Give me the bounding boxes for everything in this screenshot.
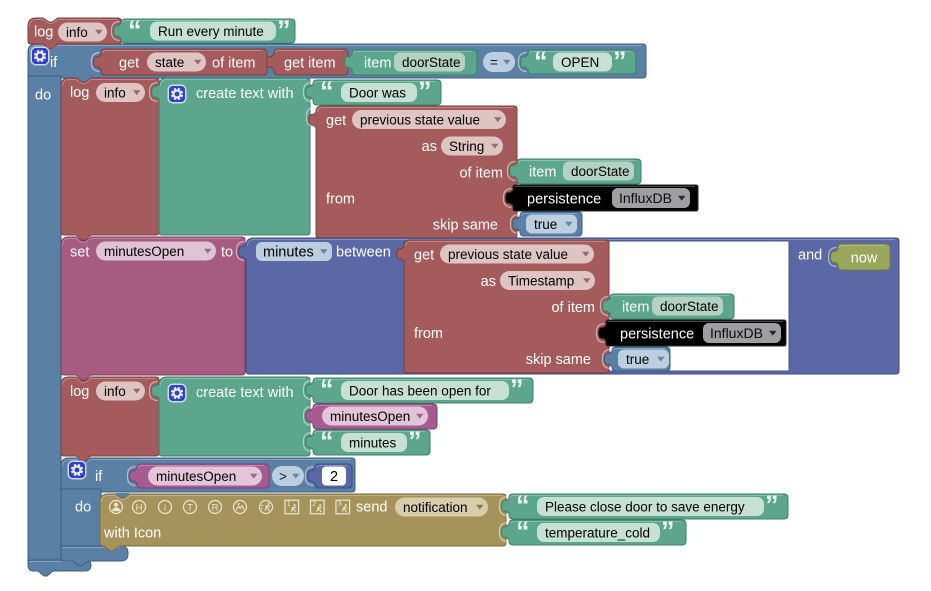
svg-text:log: log bbox=[70, 384, 89, 400]
svg-text:previous state value: previous state value bbox=[360, 112, 480, 127]
svg-text:item: item bbox=[364, 56, 391, 72]
svg-text:previous state value: previous state value bbox=[448, 247, 568, 262]
svg-text:from: from bbox=[326, 192, 355, 208]
svg-text:if: if bbox=[50, 55, 58, 71]
svg-text:get: get bbox=[414, 248, 434, 264]
svg-text:do: do bbox=[75, 500, 91, 516]
svg-text:notification: notification bbox=[403, 500, 468, 515]
svg-text:”: ” bbox=[765, 490, 779, 520]
svg-text:”: ” bbox=[418, 76, 432, 106]
svg-text:InfluxDB: InfluxDB bbox=[619, 190, 672, 206]
svg-text:now: now bbox=[851, 251, 878, 267]
svg-text:create text with: create text with bbox=[196, 86, 294, 102]
svg-text:”: ” bbox=[408, 426, 422, 456]
svg-text:3: 3 bbox=[338, 501, 342, 508]
svg-text:as: as bbox=[422, 139, 437, 155]
svg-text:from: from bbox=[414, 326, 443, 342]
svg-text:get item: get item bbox=[284, 56, 336, 72]
svg-text:Timestamp: Timestamp bbox=[508, 273, 574, 288]
svg-text:OPEN: OPEN bbox=[561, 55, 599, 70]
svg-text:=: = bbox=[490, 55, 498, 70]
svg-text:of item: of item bbox=[459, 166, 503, 182]
svg-text:persistence: persistence bbox=[620, 327, 694, 343]
svg-text:get: get bbox=[326, 113, 346, 129]
svg-text:H: H bbox=[136, 503, 143, 514]
svg-text:doorState: doorState bbox=[660, 299, 719, 314]
svg-text:”: ” bbox=[277, 15, 291, 45]
svg-text:of item: of item bbox=[212, 56, 256, 72]
svg-text:”: ” bbox=[661, 516, 675, 546]
svg-text:do: do bbox=[35, 88, 51, 104]
svg-text:persistence: persistence bbox=[527, 192, 601, 208]
svg-text:2: 2 bbox=[330, 469, 338, 485]
svg-text:R: R bbox=[212, 503, 219, 514]
svg-text:true: true bbox=[534, 217, 557, 232]
svg-text:Door has been open for: Door has been open for bbox=[349, 383, 491, 398]
svg-text:item: item bbox=[622, 300, 649, 316]
svg-text:between: between bbox=[336, 245, 391, 261]
svg-text:“: “ bbox=[516, 516, 530, 546]
svg-text:send: send bbox=[356, 500, 387, 516]
svg-text:skip same: skip same bbox=[526, 352, 591, 368]
svg-text:log: log bbox=[70, 85, 89, 101]
svg-text:with Icon: with Icon bbox=[103, 526, 161, 542]
svg-text:2: 2 bbox=[312, 501, 316, 508]
svg-text:of item: of item bbox=[551, 300, 595, 316]
svg-text:info: info bbox=[104, 85, 126, 100]
svg-text:and: and bbox=[798, 248, 822, 264]
svg-text:minutesOpen: minutesOpen bbox=[330, 409, 410, 424]
svg-text:minutesOpen: minutesOpen bbox=[156, 469, 236, 484]
svg-text:to: to bbox=[221, 245, 233, 261]
svg-text:>: > bbox=[279, 469, 287, 484]
svg-text:minutes: minutes bbox=[263, 244, 314, 260]
svg-text:“: “ bbox=[534, 46, 548, 76]
svg-text:Door was: Door was bbox=[349, 85, 406, 100]
svg-text:as: as bbox=[481, 274, 496, 290]
svg-text:if: if bbox=[95, 469, 103, 485]
svg-text:skip same: skip same bbox=[433, 218, 498, 234]
svg-text:log: log bbox=[34, 25, 53, 41]
svg-text:minutes: minutes bbox=[349, 435, 397, 450]
svg-text:true: true bbox=[626, 352, 649, 367]
svg-text:“: “ bbox=[128, 15, 142, 45]
svg-text:1: 1 bbox=[287, 501, 291, 508]
svg-text:InfluxDB: InfluxDB bbox=[710, 325, 763, 341]
svg-text:“: “ bbox=[320, 426, 334, 456]
svg-text:temperature_cold: temperature_cold bbox=[545, 525, 650, 540]
svg-text:info: info bbox=[104, 384, 126, 399]
svg-text:minutesOpen: minutesOpen bbox=[104, 244, 184, 259]
svg-text:item: item bbox=[529, 165, 556, 181]
svg-text:“: “ bbox=[516, 490, 530, 520]
svg-text:Run every minute: Run every minute bbox=[158, 24, 264, 39]
svg-text:“: “ bbox=[320, 374, 334, 404]
svg-text:i: i bbox=[164, 503, 166, 514]
svg-text:String: String bbox=[449, 139, 484, 154]
svg-text:Please close door to save ener: Please close door to save energy bbox=[545, 499, 745, 514]
svg-text:set: set bbox=[70, 245, 89, 261]
svg-text:state: state bbox=[155, 55, 184, 70]
svg-text:get: get bbox=[119, 56, 139, 72]
svg-text:doorState: doorState bbox=[402, 55, 461, 70]
svg-text:”: ” bbox=[613, 46, 627, 76]
svg-text:”: ” bbox=[510, 374, 524, 404]
svg-text:info: info bbox=[66, 25, 88, 40]
svg-text:T: T bbox=[187, 503, 193, 514]
svg-text:“: “ bbox=[320, 76, 334, 106]
svg-text:doorState: doorState bbox=[571, 164, 630, 179]
svg-text:create text with: create text with bbox=[196, 385, 294, 401]
